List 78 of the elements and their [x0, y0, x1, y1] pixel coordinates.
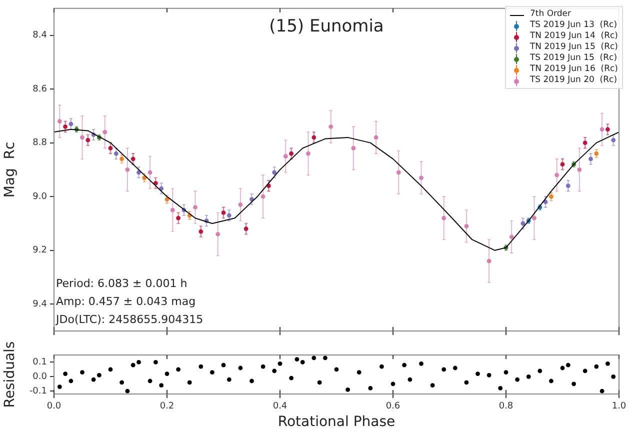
- point: [464, 224, 469, 228]
- point: [577, 168, 582, 172]
- legend-label: 7th Order: [530, 9, 571, 20]
- x-tick-label: 0.2: [160, 402, 174, 412]
- point: [216, 232, 220, 236]
- y-tick-label: 9.4: [32, 299, 48, 310]
- point: [198, 229, 204, 234]
- point: [108, 146, 113, 150]
- annotation: JDo(LTC): 2458655.904315: [55, 313, 204, 326]
- point: [226, 213, 232, 218]
- y-tick-label: 8.4: [32, 30, 48, 41]
- x-tick-label: 0.0: [46, 402, 62, 412]
- point: [442, 216, 446, 220]
- point: [176, 216, 180, 220]
- point: [80, 135, 84, 140]
- point: [606, 127, 610, 132]
- point: [520, 221, 526, 226]
- point: [102, 130, 108, 134]
- legend-label: TN 2019 Jun 16 (Rc): [530, 64, 618, 75]
- x-tick-label: 0.6: [386, 402, 400, 412]
- legend-label: TS 2019 Jun 15 (Rc): [530, 53, 618, 64]
- point: [560, 162, 565, 167]
- point: [238, 202, 243, 207]
- point: [148, 170, 152, 175]
- point: [193, 205, 198, 210]
- y-tick-label: 8.6: [32, 84, 48, 94]
- legend-label: TS 2019 Jun 13 (Rc): [530, 20, 618, 31]
- point: [509, 234, 514, 240]
- text: (15) Eunomia: [269, 16, 384, 36]
- point: [289, 151, 294, 156]
- y-tick-label: 8.8: [32, 138, 48, 148]
- point: [328, 124, 334, 129]
- point: [566, 184, 570, 188]
- legend-label: TS 2019 Jun 20 (Rc): [530, 75, 618, 86]
- point: [549, 194, 554, 199]
- point: [114, 151, 118, 156]
- point: [396, 170, 401, 175]
- annotation: Period: 6.083 ± 0.001 h: [56, 277, 188, 290]
- x-tick-label: 1.0: [612, 402, 626, 412]
- point: [221, 210, 226, 215]
- annotation: Amp: 0.457 ± 0.043 mag: [56, 295, 196, 308]
- point: [283, 154, 288, 158]
- legend-label: TN 2019 Jun 15 (Rc): [530, 42, 618, 53]
- point: [611, 138, 616, 142]
- point: [260, 194, 266, 199]
- x-tick-label: 0.4: [272, 402, 288, 412]
- point: [374, 135, 378, 140]
- y-axis-title: Mag Rc: [2, 142, 18, 198]
- y-tick-label: 0.1: [32, 358, 47, 368]
- point: [130, 156, 136, 162]
- point: [582, 140, 588, 146]
- point: [125, 168, 130, 172]
- point: [312, 135, 316, 140]
- point: [351, 146, 356, 150]
- x-axis-title: Rotational Phase: [278, 414, 396, 430]
- point: [532, 216, 536, 220]
- point: [554, 172, 560, 178]
- point: [419, 176, 424, 180]
- point: [486, 258, 492, 264]
- y-axis-title: Residuals: [2, 341, 18, 408]
- y-tick-label: 9.2: [32, 246, 47, 256]
- x-tick-label: 0.8: [498, 402, 514, 412]
- point: [57, 119, 62, 124]
- point: [600, 127, 604, 132]
- point: [170, 208, 175, 212]
- y-tick-label: -0.1: [29, 386, 47, 396]
- y-tick-label: 0.0: [32, 372, 48, 382]
- point: [86, 138, 90, 142]
- y-tick-label: 9.0: [32, 192, 48, 202]
- point: [306, 151, 310, 156]
- point: [272, 170, 277, 175]
- point: [588, 156, 593, 162]
- point: [68, 122, 74, 126]
- point: [250, 197, 254, 202]
- point: [63, 124, 68, 129]
- point: [244, 226, 248, 232]
- legend-label: TN 2019 Jun 14 (Rc): [530, 31, 618, 42]
- point: [164, 197, 170, 202]
